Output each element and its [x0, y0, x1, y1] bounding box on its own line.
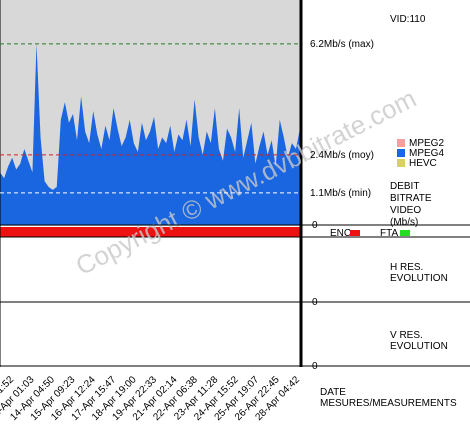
- enc-label: ENC: [330, 228, 351, 239]
- x-axis-label: MESURES/MEASUREMENTS: [320, 398, 457, 409]
- channel: VID:110: [390, 14, 426, 25]
- legend-label: MPEG4: [409, 148, 444, 159]
- reference-label: 1.1Mb/s (min): [310, 188, 371, 199]
- legend-swatch: [397, 139, 405, 147]
- enc-band: [0, 227, 301, 237]
- reference-label: 6.2Mb/s (max): [310, 39, 374, 50]
- h-res-label: H RES.: [390, 262, 423, 273]
- fta-label: FTA: [380, 228, 398, 239]
- legend-label: HEVC: [409, 158, 437, 169]
- reference-label: 2.4Mb/s (moy): [310, 150, 374, 161]
- v-res-label: V RES.: [390, 330, 423, 341]
- x-axis-label: DATE: [320, 387, 346, 398]
- legend-swatch: [397, 149, 405, 157]
- h-res-label: EVOLUTION: [390, 273, 448, 284]
- axis-label: (Mb/s): [390, 217, 418, 228]
- v-res-label: EVOLUTION: [390, 341, 448, 352]
- h-res-zero: 0: [312, 297, 318, 308]
- axis-label: DEBIT: [390, 181, 419, 192]
- axis-label: VIDEO: [390, 205, 421, 216]
- fta-swatch: [400, 230, 410, 236]
- v-res-zero: 0: [312, 361, 318, 372]
- enc-swatch: [350, 230, 360, 236]
- legend-label: MPEG2: [409, 138, 444, 149]
- y-tick-label: 0: [312, 220, 318, 231]
- area: [0, 43, 300, 225]
- legend-swatch: [397, 159, 405, 167]
- axis-label: BITRATE: [390, 193, 432, 204]
